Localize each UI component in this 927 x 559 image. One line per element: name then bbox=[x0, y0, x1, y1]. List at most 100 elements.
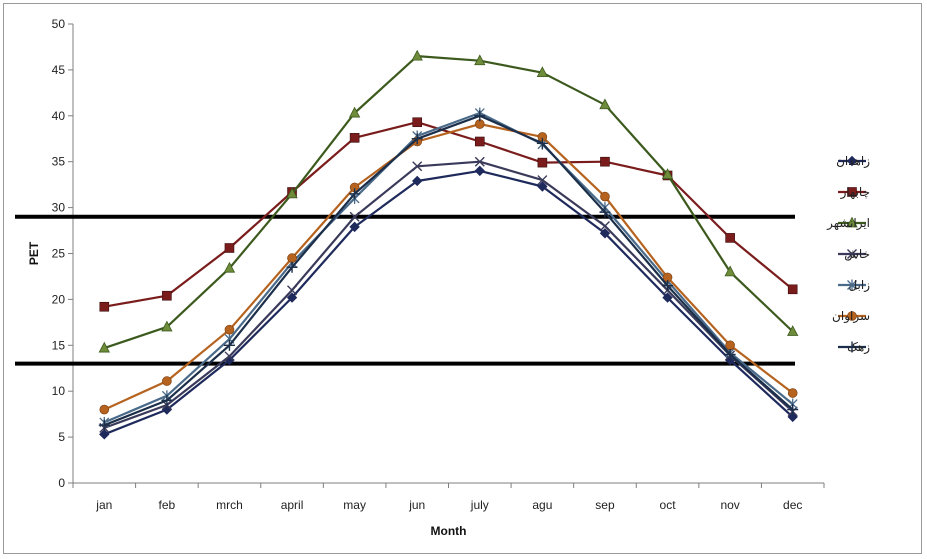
data-point bbox=[600, 156, 610, 167]
y-tick-label: 50 bbox=[52, 17, 66, 31]
marker-stroke bbox=[474, 156, 485, 167]
marker-stroke bbox=[412, 161, 423, 172]
data-point bbox=[537, 157, 548, 168]
data-point bbox=[99, 429, 110, 440]
data-point bbox=[286, 292, 298, 303]
data-point bbox=[787, 284, 798, 295]
legend-label: سراوان bbox=[832, 309, 870, 324]
data-point bbox=[787, 325, 799, 336]
series-5 bbox=[99, 107, 798, 428]
data-point bbox=[98, 341, 110, 353]
data-point bbox=[162, 290, 172, 301]
data-point bbox=[599, 98, 611, 110]
x-tick-label: jan bbox=[95, 498, 112, 512]
y-tick-label: 45 bbox=[52, 63, 66, 77]
legend: زاهدان چابهار ایرانشهر خاش زابل سراوان زهک bbox=[826, 154, 870, 355]
legend-item: زاهدان bbox=[836, 154, 870, 169]
data-point bbox=[349, 211, 360, 222]
data-point bbox=[474, 110, 486, 122]
legend-item: چابهار bbox=[838, 185, 870, 200]
series-4 bbox=[99, 156, 798, 433]
y-tick-label: 35 bbox=[52, 155, 66, 169]
data-point bbox=[412, 175, 423, 187]
data-point bbox=[412, 161, 423, 172]
legend-item: خاش bbox=[838, 247, 870, 262]
y-tick-label: 10 bbox=[52, 384, 66, 398]
series-layer bbox=[98, 49, 799, 440]
legend-label: چابهار bbox=[840, 185, 870, 200]
marker-stroke bbox=[537, 175, 548, 186]
x-tick-label: mrch bbox=[216, 498, 243, 512]
data-point bbox=[787, 411, 798, 423]
legend-label: زهک bbox=[847, 340, 870, 355]
data-point bbox=[474, 165, 485, 177]
legend-item: زهک bbox=[838, 340, 870, 355]
legend-marker bbox=[846, 341, 858, 353]
data-point bbox=[724, 265, 736, 277]
legend-item: ایرانشهر bbox=[826, 216, 870, 231]
legend-marker bbox=[847, 187, 857, 197]
data-point bbox=[725, 233, 735, 243]
marker-stroke bbox=[224, 351, 235, 362]
data-point bbox=[349, 133, 360, 143]
y-tick-label: 0 bbox=[58, 476, 65, 490]
data-point bbox=[99, 404, 110, 415]
data-point bbox=[287, 253, 297, 263]
x-tick-label: nov bbox=[720, 498, 739, 512]
legend-label: زابل bbox=[848, 278, 870, 293]
data-point bbox=[724, 348, 736, 360]
x-tick-label: july bbox=[470, 498, 489, 512]
marker-stroke bbox=[349, 211, 360, 222]
series-line bbox=[103, 160, 794, 429]
data-point bbox=[411, 49, 423, 61]
reference-lines bbox=[15, 214, 795, 366]
marker-stroke bbox=[847, 249, 857, 259]
legend-label: خاش bbox=[844, 247, 870, 262]
data-point bbox=[162, 376, 172, 386]
data-point bbox=[599, 228, 611, 239]
data-point bbox=[349, 188, 361, 200]
data-point bbox=[411, 133, 423, 145]
legend-marker bbox=[846, 216, 858, 228]
series-1 bbox=[99, 165, 798, 440]
chart-frame bbox=[3, 3, 922, 554]
y-axis-title: PET bbox=[27, 241, 41, 265]
data-point bbox=[474, 54, 486, 66]
series-line bbox=[103, 114, 794, 427]
data-point bbox=[223, 339, 235, 351]
data-point bbox=[98, 419, 110, 431]
data-point bbox=[536, 66, 549, 78]
y-tick-label: 25 bbox=[52, 247, 66, 261]
series-3 bbox=[98, 49, 799, 353]
marker-stroke bbox=[599, 220, 610, 231]
data-point bbox=[99, 301, 110, 312]
x-tick-label: may bbox=[343, 498, 366, 512]
data-point bbox=[787, 388, 798, 398]
data-point bbox=[474, 136, 485, 147]
x-tick-label: oct bbox=[660, 498, 677, 512]
data-point bbox=[287, 285, 298, 296]
series-7 bbox=[98, 110, 799, 431]
legend-marker bbox=[847, 311, 857, 321]
series-line bbox=[103, 169, 794, 436]
legend-item: زابل bbox=[838, 278, 870, 293]
x-tick-label: sep bbox=[595, 498, 615, 512]
data-point bbox=[662, 280, 674, 292]
data-point bbox=[661, 168, 674, 179]
data-point bbox=[537, 181, 548, 192]
data-point bbox=[537, 175, 548, 186]
series-line bbox=[103, 111, 794, 424]
data-point bbox=[787, 404, 799, 416]
data-point bbox=[599, 206, 611, 218]
data-point bbox=[599, 220, 610, 231]
data-point bbox=[412, 117, 423, 128]
legend-label: زاهدان bbox=[836, 154, 870, 169]
data-point bbox=[286, 187, 298, 199]
data-point bbox=[600, 191, 610, 202]
data-point bbox=[662, 292, 673, 303]
x-tick-label: april bbox=[281, 498, 304, 512]
data-point bbox=[224, 243, 235, 253]
data-point bbox=[286, 261, 298, 273]
data-point bbox=[349, 221, 360, 233]
